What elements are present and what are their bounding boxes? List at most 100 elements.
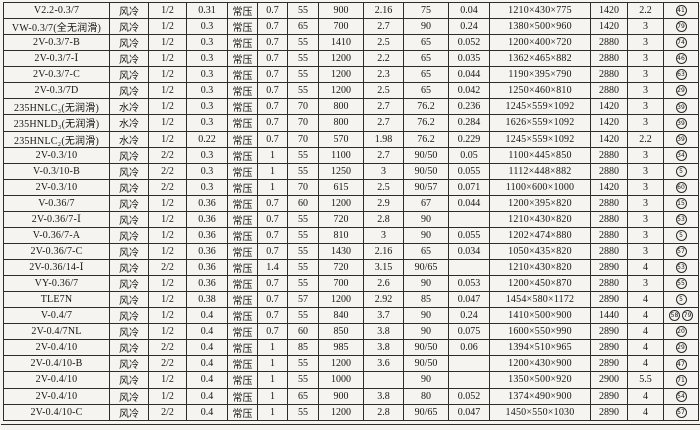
table-cell: 1/2 <box>148 50 187 68</box>
table-cell: 0.284 <box>448 114 490 132</box>
table-cell: 2890 <box>590 387 628 405</box>
table-cell: 1420 <box>590 178 628 196</box>
table-cell: 2.7 <box>363 18 404 36</box>
cell-footnote: 55 <box>663 275 699 293</box>
table-cell: 55 <box>287 50 319 68</box>
table-cell: 1/2 <box>148 291 187 309</box>
table-cell: 1.4 <box>257 258 288 277</box>
table-cell: 2890 <box>590 258 628 277</box>
table-cell: 1 <box>257 339 288 357</box>
cell-model: 2V-0.4/10-C <box>3 403 110 422</box>
table-cell: 风冷 <box>109 371 149 389</box>
table-cell: 风冷 <box>109 226 149 244</box>
table-cell: 0.4 <box>186 307 228 325</box>
table-cell: 常压 <box>227 66 258 84</box>
table-row: 2V-0.36/7-Ⅰ 风冷 1/2 0.36 常压 0.7 55 720 2.8 90 1210×… <box>3 210 699 228</box>
table-cell: 5.5 <box>627 371 664 389</box>
table-cell: 0.7 <box>257 82 288 100</box>
footnote-ref-icon: 54 <box>675 390 687 402</box>
table-cell: 风冷 <box>109 258 149 277</box>
cell-footnote: 5 <box>663 162 699 180</box>
table-cell: 65 <box>403 242 449 261</box>
table-cell: 1420 <box>590 130 628 148</box>
cell-footnote: 46 <box>663 50 699 68</box>
cell-footnote: 39 <box>663 114 699 132</box>
table-cell: 常压 <box>227 50 258 68</box>
footnote-ref-icon: 5 <box>675 165 687 177</box>
footnote-ref-icon: 58 <box>669 310 680 322</box>
table-cell: 1100×600×1000 <box>489 178 591 196</box>
table-row: VW-0.3/7(全无润滑) 风冷 1/2 0.3 常压 0.7 65 700 2.7 90 0.2… <box>3 18 699 36</box>
table-cell: 风冷 <box>109 66 149 84</box>
table-cell: 0.4 <box>186 323 228 341</box>
table-row: 2V-0.3/7-B 风冷 1/2 0.3 常压 0.7 55 1410 2.5 65 0.052 1… <box>3 34 699 52</box>
footnote-ref-icon: 41 <box>675 5 687 17</box>
footnote-ref-icon: 55 <box>675 278 687 290</box>
table-cell: 0.36 <box>186 194 228 212</box>
table-cell: 1410 <box>318 34 364 52</box>
table-cell: 2/2 <box>148 162 187 180</box>
table-cell: 0.7 <box>257 98 288 116</box>
table-cell: 1/2 <box>148 194 187 212</box>
table-cell: 55 <box>287 1 319 20</box>
table-cell: 3 <box>627 18 664 36</box>
table-cell: 985 <box>318 339 364 357</box>
table-cell: 1/2 <box>148 130 187 148</box>
table-cell: 风冷 <box>109 50 149 68</box>
cell-model: 2V-0.36/7-Ⅰ <box>3 210 110 228</box>
table-cell: 1/2 <box>148 275 187 293</box>
table-cell: 水冷 <box>109 114 149 132</box>
cell-footnote: 39 <box>663 98 699 116</box>
table-cell: 55 <box>287 258 319 277</box>
table-cell: 1202×474×880 <box>489 226 591 244</box>
table-cell: 2880 <box>590 66 628 84</box>
table-cell: 0.24 <box>448 307 490 325</box>
table-cell: 0.3 <box>186 82 228 100</box>
table-cell: 1626×559×1092 <box>489 114 591 132</box>
cell-footnote: 29 <box>663 82 699 100</box>
footnote-ref-icon: 39 <box>675 133 687 145</box>
table-cell: 55 <box>287 403 319 422</box>
table-cell: 2/2 <box>148 146 187 164</box>
cell-footnote: 15 <box>663 194 699 212</box>
table-cell: 0.052 <box>448 34 490 52</box>
table-cell: 720 <box>318 258 364 277</box>
footnote-ref-icon: 20 <box>675 326 687 338</box>
cell-footnote: 53 <box>663 258 699 277</box>
table-cell: 1420 <box>590 1 628 20</box>
cell-model: 235HNLD₃(无润滑) <box>3 114 110 132</box>
table-cell: 2890 <box>590 323 628 341</box>
table-cell: 4 <box>627 307 664 325</box>
cell-model: VW-0.3/7(全无润滑) <box>3 18 110 36</box>
table-cell: 4 <box>627 387 664 405</box>
table-cell: 2.16 <box>363 1 404 20</box>
table-cell: 风冷 <box>109 323 149 341</box>
table-cell: 1200 <box>318 291 364 309</box>
table-cell: 2880 <box>590 82 628 100</box>
table-cell: 风冷 <box>109 403 149 422</box>
table-cell: 90/50 <box>403 339 449 357</box>
table-cell: 1350×500×920 <box>489 371 591 389</box>
table-cell: 3 <box>627 82 664 100</box>
table-cell: 4 <box>627 323 664 341</box>
table-cell: 3.8 <box>363 387 404 405</box>
table-cell: 常压 <box>227 307 258 325</box>
table-cell: 1200 <box>318 403 364 422</box>
table-cell <box>448 355 490 373</box>
table-cell: 1600×550×990 <box>489 323 591 341</box>
table-cell: 90 <box>403 18 449 36</box>
table-cell: 1/2 <box>148 323 187 341</box>
table-cell: 0.36 <box>186 226 228 244</box>
table-cell: 1 <box>257 387 288 405</box>
table-cell: 0.31 <box>186 1 228 20</box>
table-cell: 0.3 <box>186 34 228 52</box>
table-cell: 1245×559×1092 <box>489 98 591 116</box>
table-cell: 1200 <box>318 194 364 212</box>
table-cell: 0.7 <box>257 130 288 148</box>
table-cell: 1380×500×960 <box>489 18 591 36</box>
table-cell: 1/2 <box>148 242 187 261</box>
table-cell: 65 <box>287 387 319 405</box>
table-cell: 57 <box>287 291 319 309</box>
table-cell: 1250 <box>318 162 364 180</box>
table-cell: 60 <box>287 194 319 212</box>
